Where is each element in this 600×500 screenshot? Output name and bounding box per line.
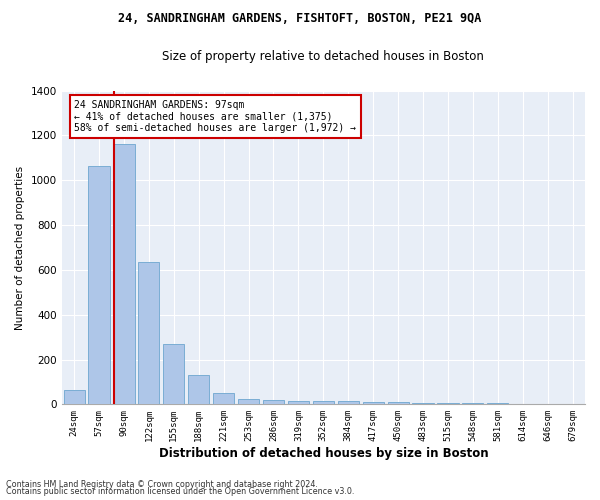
Bar (138, 262, 160, 404)
Bar (238, 398, 259, 404)
Bar (213, 393, 234, 404)
Bar (338, 401, 359, 404)
Bar (487, 403, 508, 404)
Bar (188, 375, 209, 404)
Bar (163, 344, 184, 405)
Title: Size of property relative to detached houses in Boston: Size of property relative to detached ho… (163, 50, 484, 63)
X-axis label: Distribution of detached houses by size in Boston: Distribution of detached houses by size … (158, 447, 488, 460)
Text: Contains HM Land Registry data © Crown copyright and database right 2024.: Contains HM Land Registry data © Crown c… (6, 480, 318, 489)
Bar (288, 401, 309, 404)
Text: Contains public sector information licensed under the Open Government Licence v3: Contains public sector information licen… (6, 487, 355, 496)
Bar (88, 166, 110, 404)
Bar (412, 402, 434, 404)
Bar (313, 401, 334, 404)
Bar (462, 403, 484, 404)
Text: 24 SANDRINGHAM GARDENS: 97sqm
← 41% of detached houses are smaller (1,375)
58% o: 24 SANDRINGHAM GARDENS: 97sqm ← 41% of d… (74, 100, 356, 132)
Bar (263, 400, 284, 404)
Bar (113, 144, 134, 404)
Bar (388, 402, 409, 404)
Text: 24, SANDRINGHAM GARDENS, FISHTOFT, BOSTON, PE21 9QA: 24, SANDRINGHAM GARDENS, FISHTOFT, BOSTO… (118, 12, 482, 26)
Y-axis label: Number of detached properties: Number of detached properties (15, 166, 25, 330)
Bar (437, 402, 458, 404)
Bar (64, 390, 85, 404)
Bar (362, 402, 384, 404)
